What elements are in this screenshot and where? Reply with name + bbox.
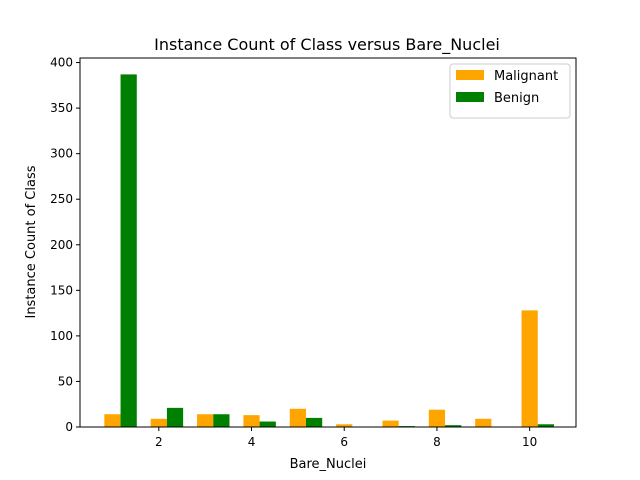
bar-malignant-2 (150, 418, 167, 427)
y-axis-ticks: 0 50 100 150 200 250 300 350 400 (50, 56, 80, 434)
y-tick-label: 300 (50, 147, 73, 161)
legend-swatch-benign (456, 92, 484, 102)
bar-malignant-10 (521, 310, 538, 427)
legend-label-malignant: Malignant (494, 69, 558, 84)
bar-malignant-9 (475, 418, 492, 427)
bar-benign-4 (259, 421, 276, 427)
bar-benign-2 (166, 407, 184, 427)
bar-benign-5 (305, 417, 323, 427)
y-tick-label: 400 (50, 56, 73, 70)
y-tick-label: 350 (50, 101, 73, 115)
bar-malignant-1 (104, 414, 121, 427)
bar-malignant-3 (197, 414, 214, 427)
x-tick-label: 6 (340, 435, 348, 449)
y-tick-label: 0 (65, 420, 73, 434)
x-tick-label: 10 (522, 435, 537, 449)
plot-frame (79, 57, 577, 428)
y-axis-label: Instance Count of Class (24, 165, 39, 318)
x-axis-label: Bare_Nuclei (290, 457, 367, 472)
bar-malignant-4 (243, 415, 260, 427)
bar-malignant-6 (336, 424, 353, 427)
bar-benign-8 (445, 425, 462, 427)
x-tick-label: 4 (248, 435, 256, 449)
legend-label-benign: Benign (494, 91, 539, 106)
x-tick-label: 8 (433, 435, 441, 449)
y-tick-label: 200 (50, 238, 73, 252)
bar-benign-10 (537, 424, 554, 427)
bar-malignant-7 (382, 420, 399, 427)
bar-benign-1 (120, 74, 137, 428)
x-axis-ticks: 2 4 6 8 10 (155, 427, 537, 449)
bar-malignant-5 (289, 408, 306, 427)
chart-title: Instance Count of Class versus Bare_Nucl… (154, 35, 500, 55)
bar-benign-3 (213, 414, 230, 427)
bar-malignant-8 (428, 409, 446, 427)
bars-group (104, 74, 554, 428)
y-tick-label: 50 (58, 374, 73, 388)
legend-swatch-malignant (456, 70, 484, 80)
y-tick-label: 250 (50, 192, 73, 206)
y-tick-label: 150 (50, 283, 73, 297)
legend: Malignant Benign (449, 63, 571, 119)
x-tick-label: 2 (155, 435, 163, 449)
y-tick-label: 100 (50, 329, 73, 343)
